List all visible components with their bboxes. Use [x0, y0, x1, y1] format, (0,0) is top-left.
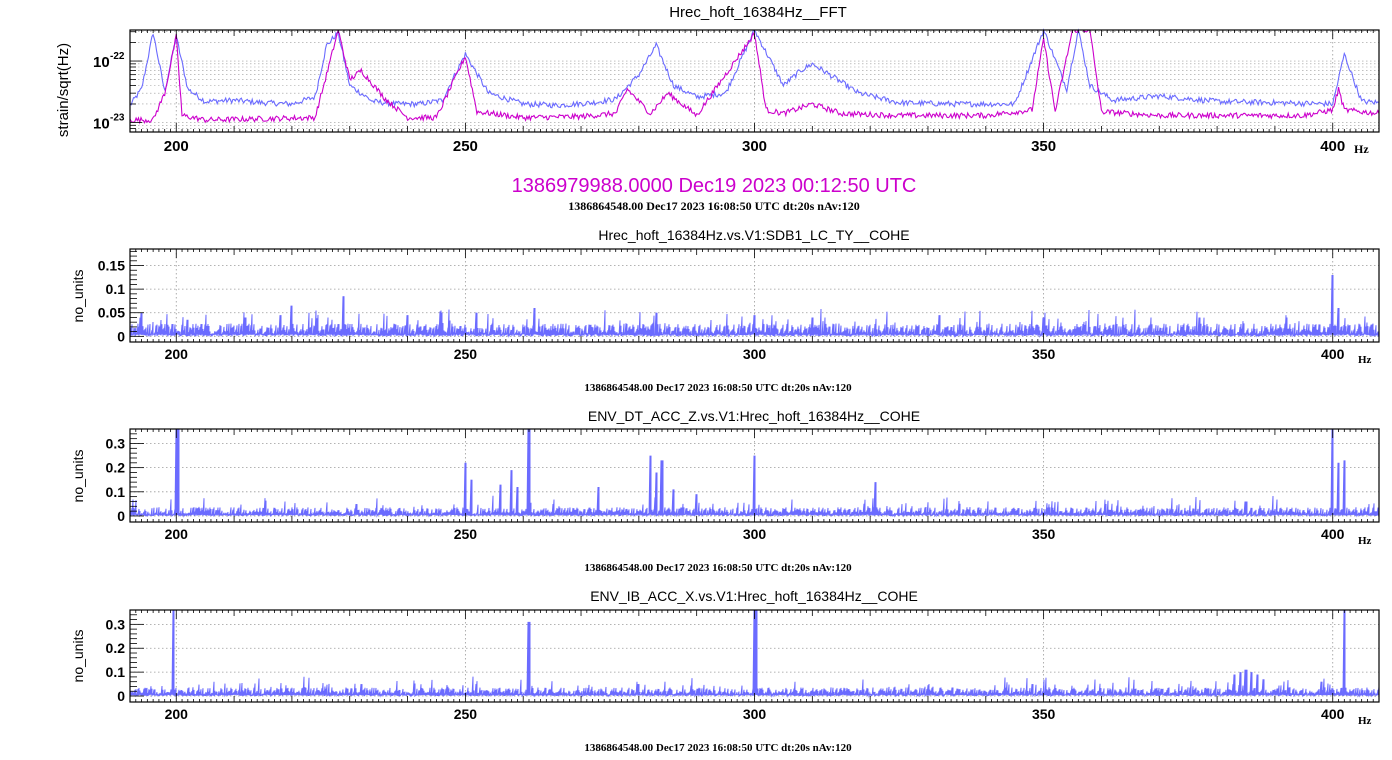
coherence-ib-acc-x-title: ENV_IB_ACC_X.vs.V1:Hrec_hoft_16384Hz__CO…	[590, 588, 918, 604]
coherence-series-line	[129, 609, 1380, 698]
coherence-sdb1-footer: 1386864548.00 Dec17 2023 16:08:50 UTC dt…	[584, 382, 852, 394]
coherence-panel-dt-acc-z: ENV_DT_ACC_Z.vs.V1:Hrec_hoft_16384Hz__CO…	[70, 408, 1380, 574]
coherence-dt-acc-z-plot: 200 250 300 350 400 0 0.1 0.2 0.3	[106, 428, 1380, 542]
y-tick-label: 0.3	[106, 616, 126, 632]
x-tick-label: 300	[742, 138, 767, 155]
coherence-sdb1-ylabel: no_units	[70, 270, 86, 323]
x-tick-label: 200	[165, 706, 189, 722]
y-tick-label: 0	[117, 688, 125, 704]
coherence-series-line	[129, 428, 1380, 518]
x-tick-label: 350	[1031, 138, 1056, 155]
x-tick-label: 400	[1321, 346, 1345, 362]
coherence-series-line	[129, 274, 1380, 338]
coherence-sdb1-title: Hrec_hoft_16384Hz.vs.V1:SDB1_LC_TY__COHE	[598, 227, 909, 243]
fft-series-line-blue	[129, 28, 1380, 109]
coherence-ib-acc-x-xlabel: Hz	[1358, 715, 1372, 727]
y-tick-label: 0	[117, 508, 125, 524]
x-tick-label: 200	[165, 526, 189, 542]
fft-xlabel: Hz	[1354, 142, 1369, 156]
x-tick-label: 250	[454, 346, 478, 362]
fft-series-line-magenta	[129, 29, 1380, 125]
x-tick-label: 350	[1032, 526, 1056, 542]
fft-title: Hrec_hoft_16384Hz__FFT	[669, 4, 847, 21]
y-tick-label: 0.05	[98, 305, 125, 321]
x-tick-label: 250	[454, 526, 478, 542]
coherence-ib-acc-x-plot: 200 250 300 350 400 0 0.1 0.2 0.3	[106, 609, 1380, 722]
fft-ylabel: strain/sqrt(Hz)	[55, 43, 72, 137]
y-tick-label: 0.1	[106, 281, 126, 297]
x-tick-label: 250	[453, 138, 478, 155]
plot-frame	[129, 29, 1380, 133]
y-tick-label: 0.2	[106, 460, 126, 476]
x-tick-label: 200	[164, 138, 189, 155]
coherence-dt-acc-z-ylabel: no_units	[70, 450, 86, 503]
y-tick-label: 0.1	[106, 664, 126, 680]
y-tick-label: 10	[93, 54, 110, 71]
x-tick-label: 400	[1321, 706, 1345, 722]
x-tick-label: 300	[743, 706, 767, 722]
coherence-ib-acc-x-ylabel: no_units	[70, 630, 86, 683]
y-tick-label: 0.1	[106, 484, 126, 500]
y-tick-label: 10	[93, 115, 110, 132]
coherence-panel-sdb1: Hrec_hoft_16384Hz.vs.V1:SDB1_LC_TY__COHE…	[70, 227, 1380, 394]
fft-panel: Hrec_hoft_16384Hz__FFT 200 250 300 350 400 10…	[55, 4, 1380, 213]
x-tick-label: 300	[743, 526, 767, 542]
x-tick-label: 350	[1032, 346, 1056, 362]
x-tick-label: 400	[1321, 526, 1345, 542]
coherence-dt-acc-z-footer: 1386864548.00 Dec17 2023 16:08:50 UTC dt…	[584, 562, 852, 574]
y-tick-label: 0.15	[98, 258, 125, 274]
coherence-panel-ib-acc-x: ENV_IB_ACC_X.vs.V1:Hrec_hoft_16384Hz__CO…	[70, 588, 1380, 754]
y-tick-label: 0.2	[106, 640, 126, 656]
coherence-sdb1-xlabel: Hz	[1358, 354, 1372, 366]
fft-footer: 1386864548.00 Dec17 2023 16:08:50 UTC dt…	[568, 199, 859, 213]
coherence-dt-acc-z-xlabel: Hz	[1358, 535, 1372, 547]
y-tick-exponent: -23	[110, 112, 125, 123]
x-tick-label: 250	[454, 706, 478, 722]
coherence-dt-acc-z-title: ENV_DT_ACC_Z.vs.V1:Hrec_hoft_16384Hz__CO…	[588, 408, 920, 424]
coherence-sdb1-plot: 200 250 300 350 400 0 0.05 0.1 0.15	[98, 248, 1380, 362]
y-tick-label: 0	[117, 328, 125, 344]
x-tick-label: 200	[165, 346, 189, 362]
x-tick-label: 350	[1032, 706, 1056, 722]
x-tick-label: 400	[1320, 138, 1345, 155]
y-tick-exponent: -22	[110, 51, 125, 62]
coherence-ib-acc-x-footer: 1386864548.00 Dec17 2023 16:08:50 UTC dt…	[584, 742, 852, 754]
y-tick-label: 0.3	[106, 435, 126, 451]
x-tick-label: 300	[743, 346, 767, 362]
fft-reference-label: 1386979988.0000 Dec19 2023 00:12:50 UTC	[512, 175, 917, 197]
